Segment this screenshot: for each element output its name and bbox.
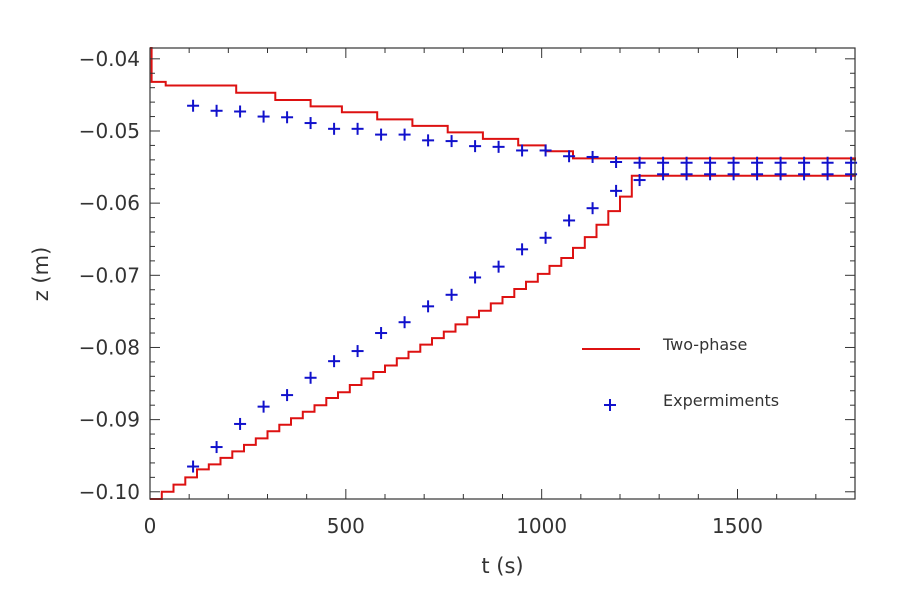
legend-plus-symbol: [604, 399, 616, 411]
data-point-experiments-upper: [187, 99, 200, 112]
data-point-experiments-upper: [798, 156, 811, 169]
y-tick-label: −0.05: [79, 119, 140, 143]
data-point-experiments-lower: [445, 288, 458, 301]
data-point-experiments-lower: [469, 271, 482, 284]
series-layer: [150, 47, 858, 500]
data-point-experiments-upper: [234, 105, 247, 118]
data-point-experiments-lower: [422, 300, 435, 313]
data-point-experiments-upper: [657, 156, 670, 169]
data-point-experiments-upper: [492, 140, 505, 153]
axes-layer: 0 500 1000 1500 −0.04 −0.05 −0.06 −0.07 −0.08 −0.…: [79, 47, 856, 538]
data-point-experiments-upper: [445, 135, 458, 148]
data-point-experiments-lower: [539, 231, 552, 244]
data-point-experiments-upper: [351, 122, 364, 135]
data-point-experiments-lower: [586, 202, 599, 215]
data-point-experiments-lower: [210, 441, 223, 454]
data-point-experiments-lower: [281, 389, 294, 402]
data-point-experiments-lower: [516, 243, 529, 256]
data-point-experiments-lower: [375, 327, 388, 340]
x-axis-title: t (s): [481, 554, 523, 578]
data-point-experiments-lower: [563, 214, 576, 227]
data-point-experiments-upper: [375, 128, 388, 141]
data-point-experiments-lower: [657, 168, 670, 181]
y-axis-title: z (m): [29, 247, 53, 302]
data-point-experiments-upper: [610, 156, 623, 169]
data-point-experiments-upper: [539, 144, 552, 157]
data-point-experiments-upper: [422, 134, 435, 147]
data-point-experiments-lower: [351, 345, 364, 358]
y-tick-label: −0.08: [79, 335, 140, 359]
y-tick-label: −0.04: [79, 47, 140, 71]
data-point-experiments-upper: [633, 156, 646, 169]
data-point-experiments-lower: [751, 168, 764, 181]
data-point-experiments-lower: [798, 168, 811, 181]
data-point-experiments-lower: [328, 355, 341, 368]
data-point-experiments-upper: [516, 144, 529, 157]
data-point-experiments-upper: [751, 156, 764, 169]
data-point-experiments-lower: [680, 168, 693, 181]
data-point-experiments-upper: [210, 104, 223, 117]
data-point-experiments-upper: [774, 156, 787, 169]
data-point-experiments-lower: [704, 168, 717, 181]
x-tick-label: 500: [327, 514, 365, 538]
data-point-experiments-upper: [328, 122, 341, 135]
data-point-experiments-lower: [633, 174, 646, 187]
data-point-experiments-lower: [821, 168, 834, 181]
data-point-experiments-upper: [281, 111, 294, 124]
x-tick-label: 1500: [712, 514, 763, 538]
data-point-experiments-lower: [727, 168, 740, 181]
data-point-experiments-lower: [398, 316, 411, 329]
legend: Two-phase Expermiments: [582, 335, 779, 411]
data-point-experiments-upper: [704, 156, 717, 169]
data-point-experiments-upper: [257, 110, 270, 123]
data-point-experiments-upper: [563, 150, 576, 163]
y-tick-label: −0.09: [79, 408, 140, 432]
y-tick-label: −0.10: [79, 480, 140, 504]
series-line-two-phase-lower: [150, 174, 856, 500]
data-point-experiments-lower: [234, 417, 247, 430]
data-point-experiments-upper: [727, 156, 740, 169]
data-point-experiments-upper: [398, 128, 411, 141]
data-point-experiments-lower: [774, 168, 787, 181]
data-point-experiments-upper: [680, 156, 693, 169]
x-tick-label: 1000: [516, 514, 567, 538]
data-point-experiments-lower: [492, 260, 505, 273]
data-point-experiments-upper: [821, 156, 834, 169]
x-tick-label: 0: [144, 514, 157, 538]
legend-label-two-phase: Two-phase: [662, 335, 747, 354]
data-point-experiments-upper: [586, 150, 599, 163]
y-tick-label: −0.06: [79, 191, 140, 215]
data-point-experiments-lower: [257, 400, 270, 413]
data-point-experiments-upper: [304, 117, 317, 130]
data-point-experiments-upper: [469, 140, 482, 153]
y-tick-label: −0.07: [79, 263, 140, 287]
data-point-experiments-lower: [304, 371, 317, 384]
data-point-experiments-lower: [610, 184, 623, 197]
data-point-experiments-lower: [187, 460, 200, 473]
legend-label-experiments: Expermiments: [663, 391, 779, 410]
